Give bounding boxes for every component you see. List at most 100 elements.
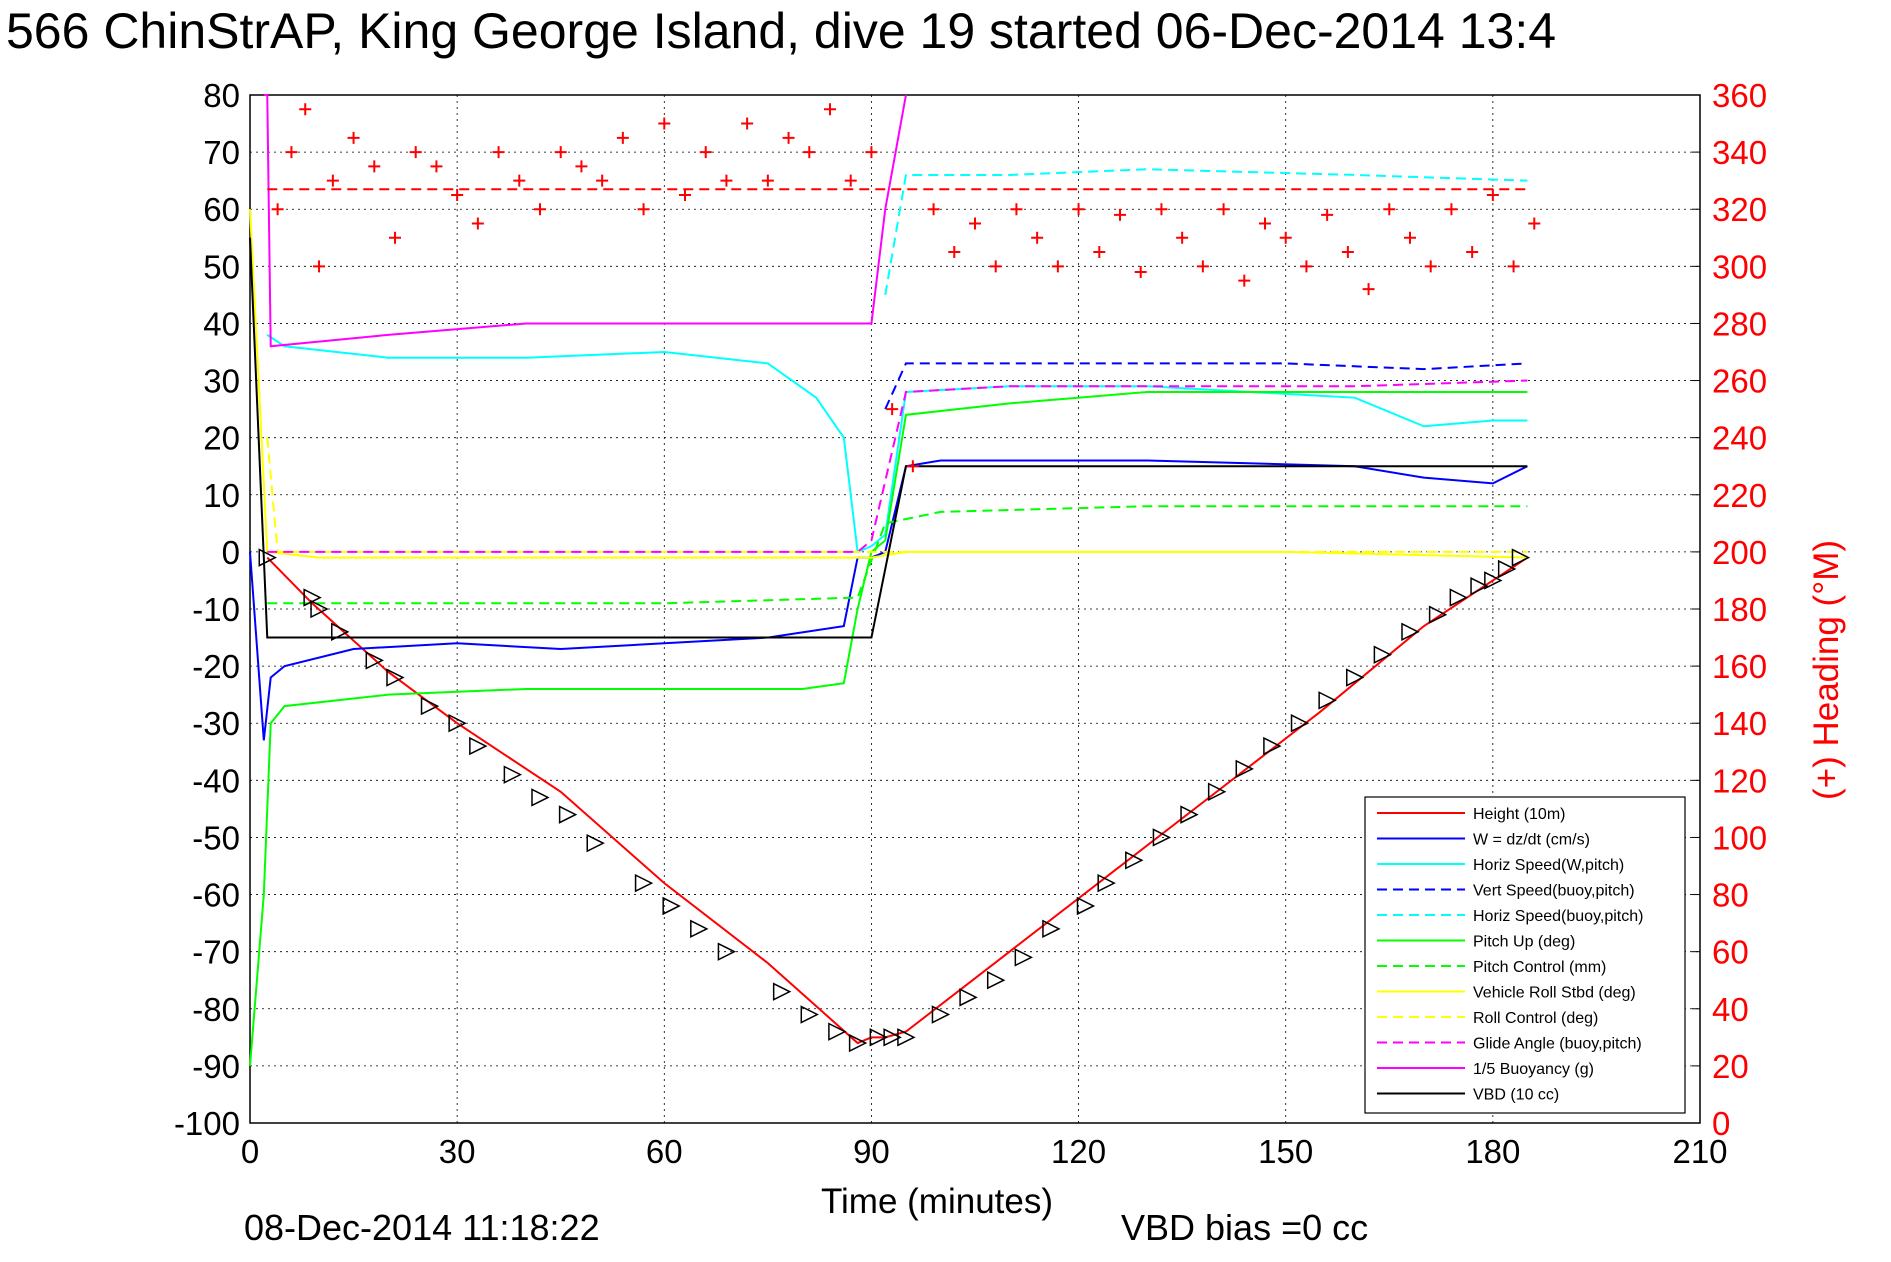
heading-point <box>1259 217 1271 230</box>
heading-point <box>492 146 505 159</box>
heading-point <box>761 174 774 187</box>
heading-point <box>534 203 546 216</box>
right-y-tick-label: 340 <box>1712 134 1767 171</box>
heading-point <box>969 217 981 230</box>
y-tick-label: -10 <box>192 591 240 628</box>
right-y-tick-label: 240 <box>1712 420 1767 457</box>
legend-label: Pitch Control (mm) <box>1473 959 1606 976</box>
heading-point <box>782 131 795 144</box>
y-tick-label: 70 <box>203 134 240 171</box>
right-y-tick-label: 80 <box>1712 877 1749 914</box>
heading-point <box>1114 208 1126 221</box>
series-layer <box>249 94 1541 1066</box>
y-tick-label: -60 <box>192 877 240 914</box>
right-y-tick-label: 160 <box>1712 648 1767 685</box>
triangle-marker <box>1511 548 1531 567</box>
heading-point <box>906 460 919 473</box>
heading-point <box>451 188 464 201</box>
heading-point <box>285 146 298 159</box>
heading-point <box>1176 231 1189 244</box>
x-axis-ticks: 0 30 60 90 120 150 180 210 <box>241 1133 1728 1170</box>
x-tick-label: 120 <box>1051 1133 1106 1170</box>
heading-point <box>1445 203 1458 216</box>
y-tick-label: -90 <box>192 1048 240 1085</box>
triangle-marker <box>469 736 488 756</box>
heading-point <box>989 260 1002 273</box>
heading-point <box>1279 231 1292 244</box>
series-triangle-markers <box>258 548 1531 1053</box>
right-y-axis-label: (+) Heading (°M) <box>1807 540 1846 800</box>
footer-date: 08-Dec-2014 11:18:22 <box>244 1207 600 1248</box>
triangle-marker <box>586 833 605 853</box>
series-height-10m <box>266 556 1528 1045</box>
right-y-tick-label: 300 <box>1712 248 1767 285</box>
heading-point <box>658 117 671 130</box>
heading-point <box>554 146 567 159</box>
y-tick-label: -100 <box>174 1105 240 1142</box>
triangle-marker <box>848 1033 868 1053</box>
x-tick-label: 150 <box>1258 1133 1313 1170</box>
heading-point <box>596 174 609 187</box>
legend-label: W = dz/dt (cm/s) <box>1473 832 1590 849</box>
triangle-marker <box>634 873 654 893</box>
heading-point <box>1217 203 1230 216</box>
triangle-marker <box>931 1005 951 1024</box>
triangle-marker <box>310 599 329 619</box>
heading-point <box>368 160 381 173</box>
triangle-marker <box>1373 645 1393 664</box>
footer-vbd-bias: VBD bias =0 cc <box>1121 1207 1368 1248</box>
heading-point <box>720 174 733 187</box>
y-tick-label: -30 <box>192 705 240 742</box>
y-tick-label: 20 <box>203 420 240 457</box>
triangle-marker <box>558 805 578 824</box>
right-y-tick-label: 40 <box>1712 991 1749 1028</box>
heading-point <box>271 203 284 216</box>
triangle-marker <box>662 896 681 916</box>
right-y-tick-label: 280 <box>1712 305 1767 342</box>
series-1-5-buoyancy-g <box>263 94 907 348</box>
heading-point <box>409 146 422 159</box>
heading-point <box>313 260 326 273</box>
heading-point <box>1196 260 1209 273</box>
triangle-marker <box>828 1022 847 1041</box>
series-pitch-control-mm <box>267 505 1528 605</box>
triangle-marker <box>800 1005 819 1024</box>
right-y-tick-label: 0 <box>1712 1105 1730 1142</box>
legend-label: Pitch Up (deg) <box>1473 934 1575 951</box>
heading-point <box>948 246 961 259</box>
triangle-marker <box>772 982 792 1001</box>
y-tick-label: -20 <box>192 648 240 685</box>
right-y-tick-label: 100 <box>1712 819 1767 856</box>
legend-label: Roll Control (deg) <box>1473 1010 1598 1027</box>
y-tick-label: 10 <box>203 477 240 514</box>
triangle-marker <box>1235 759 1254 779</box>
heading-point <box>1341 246 1354 259</box>
triangle-marker <box>531 788 550 807</box>
triangle-marker <box>897 1028 916 1047</box>
series-glide-angle-buoy-pitch <box>267 379 1528 553</box>
x-tick-label: 90 <box>853 1133 890 1170</box>
y-tick-label: -70 <box>192 934 240 971</box>
legend-label: 1/5 Buoyancy (g) <box>1473 1061 1594 1078</box>
series-vbd-10-cc <box>249 237 1528 639</box>
chart-title: 566 ChinStrAP, King George Island, dive … <box>6 3 1556 59</box>
heading-point <box>1321 208 1334 221</box>
triangle-marker <box>959 988 978 1007</box>
x-tick-label: 60 <box>646 1133 683 1170</box>
heading-point <box>1300 260 1313 273</box>
triangle-marker <box>1428 605 1448 624</box>
heading-point <box>389 231 401 244</box>
triangle-marker <box>1152 828 1172 847</box>
x-axis-label: Time (minutes) <box>821 1182 1053 1221</box>
heading-point <box>1528 217 1541 230</box>
heading-point <box>865 146 878 159</box>
triangle-marker <box>1318 691 1337 710</box>
right-y-axis-ticks: 3603403203002802602402202001801601401201… <box>1692 77 1767 1142</box>
grid-lines <box>250 95 1700 1123</box>
heading-point <box>1031 231 1044 244</box>
heading-point <box>430 160 443 173</box>
heading-point <box>1466 246 1479 259</box>
heading-point <box>1486 188 1499 201</box>
heading-point <box>679 188 691 201</box>
heading-point <box>637 203 650 216</box>
